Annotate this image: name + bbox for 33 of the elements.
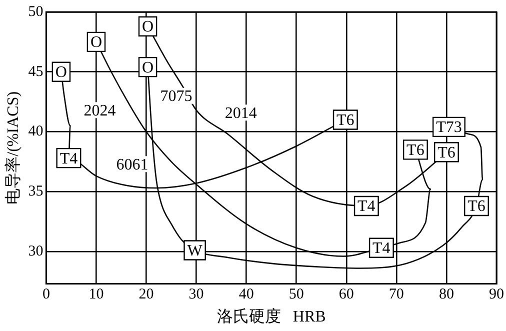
annotation: 2024 [84,102,116,120]
data-label: W [187,242,204,260]
data-label: O [142,18,154,36]
data-label: T4 [358,198,376,216]
y-tick-label: 50 [28,4,44,20]
y-tick-label: 45 [28,64,44,80]
data-label: O [55,64,67,82]
x-tick-label: 10 [88,286,104,303]
y-tick-label: 35 [28,184,44,200]
data-label: O [142,59,154,76]
data-label: T6 [336,112,354,129]
x-tick-label: 30 [188,286,204,303]
annotation: 6061 [116,156,148,174]
data-label: T6 [438,144,456,162]
x-tick-label: 90 [489,286,504,303]
data-label: O [90,34,102,52]
x-tick-label: 0 [42,286,50,303]
x-axis-title: 洛氏硬度 HRB [216,308,326,326]
data-label: T6 [468,198,486,216]
x-tick-label: 80 [438,286,454,303]
annotation: 7075 [160,88,192,106]
x-tick-label: 60 [338,286,354,303]
annotation: 2014 [224,104,257,122]
y-tick-label: 40 [28,124,44,140]
x-tick-label: 70 [388,286,404,303]
data-label: T6 [406,142,424,159]
data-label: T4 [60,150,78,168]
y-axis-title: 电导率/(%IACS) [4,91,22,204]
data-label: T4 [372,240,390,258]
x-tick-label: 40 [238,286,254,303]
x-tick-label: 50 [288,286,304,303]
y-tick-label: 30 [28,243,44,260]
x-tick-label: 20 [138,286,154,303]
